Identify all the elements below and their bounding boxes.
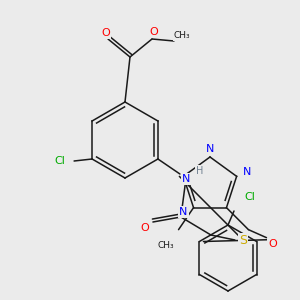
Text: CH₃: CH₃	[157, 241, 174, 250]
Text: Cl: Cl	[55, 156, 65, 166]
Text: H: H	[196, 166, 204, 176]
Text: N: N	[242, 167, 251, 177]
Text: N: N	[179, 207, 188, 217]
Text: O: O	[150, 27, 158, 37]
Text: O: O	[140, 223, 149, 233]
Text: Cl: Cl	[244, 192, 255, 202]
Text: N: N	[182, 174, 190, 184]
Text: O: O	[102, 28, 110, 38]
Text: O: O	[268, 239, 277, 249]
Text: CH₃: CH₃	[174, 32, 190, 40]
Text: S: S	[239, 233, 247, 247]
Text: N: N	[206, 144, 214, 154]
